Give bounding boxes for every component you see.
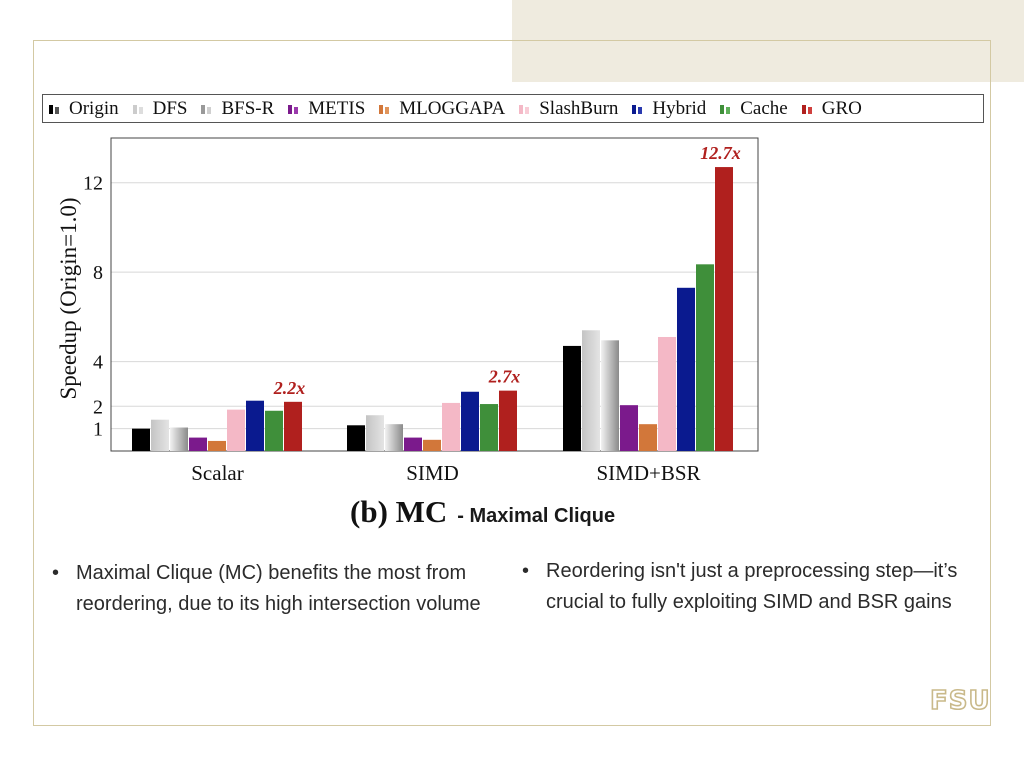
bar-mloggapa bbox=[208, 440, 226, 451]
y-tick-label: 2 bbox=[93, 396, 103, 418]
legend-swatch bbox=[201, 104, 212, 114]
legend-swatch bbox=[519, 104, 530, 114]
bar-dfs bbox=[366, 415, 384, 451]
bar-mloggapa bbox=[639, 424, 657, 451]
bar-cache bbox=[480, 404, 498, 451]
bar-dfs bbox=[582, 330, 600, 451]
bar-mloggapa bbox=[423, 439, 441, 451]
bar-origin bbox=[132, 428, 150, 451]
slide-frame bbox=[33, 40, 991, 726]
legend-swatch bbox=[288, 104, 299, 114]
x-tick-label: SIMD bbox=[406, 461, 459, 485]
bar-gro bbox=[284, 401, 302, 451]
bar-metis bbox=[620, 405, 638, 451]
bar-slashburn bbox=[227, 409, 245, 451]
bar-bfs-r bbox=[170, 427, 188, 451]
annotation-label: 12.7x bbox=[700, 143, 741, 163]
legend-item-dfs: DFS bbox=[132, 97, 188, 120]
corner-shade bbox=[512, 0, 1024, 82]
bar-metis bbox=[189, 437, 207, 451]
legend-item-origin: Origin bbox=[49, 98, 119, 120]
caption-subtitle: - Maximal Clique bbox=[457, 505, 616, 527]
x-tick-label: SIMD+BSR bbox=[596, 461, 700, 485]
legend-swatch bbox=[132, 104, 143, 114]
y-axis-label: Speedup (Origin=1.0) bbox=[56, 197, 81, 399]
legend-item-gro: GRO bbox=[801, 97, 862, 120]
bar-bfs-r bbox=[601, 340, 619, 451]
y-tick-label: 1 bbox=[93, 419, 103, 441]
bar-cache bbox=[696, 264, 714, 451]
bar-gro bbox=[715, 167, 733, 452]
x-tick-label: Scalar bbox=[191, 461, 243, 485]
bar-dfs bbox=[151, 419, 169, 451]
fsu-logo: FSU bbox=[929, 685, 991, 717]
bar-hybrid bbox=[246, 400, 264, 451]
bullet-text-left: Maximal Clique (MC) benefits the most fr… bbox=[76, 562, 481, 615]
legend-label: Cache bbox=[740, 97, 788, 119]
legend-item-hybrid: Hybrid bbox=[632, 98, 706, 120]
bar-cache bbox=[265, 410, 283, 451]
bullet-marker: • bbox=[522, 560, 530, 582]
legend-label: SlashBurn bbox=[539, 97, 619, 119]
legend-item-bfs-r: BFS-R bbox=[201, 98, 274, 120]
plot-area bbox=[111, 138, 758, 451]
bar-slashburn bbox=[442, 402, 460, 451]
legend-item-cache: Cache bbox=[720, 97, 788, 120]
bar-slashburn bbox=[658, 336, 676, 451]
legend-label: GRO bbox=[821, 97, 862, 119]
legend-label: DFS bbox=[152, 97, 188, 119]
bar-origin bbox=[563, 345, 581, 451]
caption-title: (b) MC bbox=[350, 494, 448, 529]
legend-label: Origin bbox=[69, 97, 119, 119]
legend-swatch bbox=[632, 104, 643, 114]
legend-item-metis: METIS bbox=[288, 98, 365, 120]
legend-swatch bbox=[49, 104, 59, 114]
legend-label: Hybrid bbox=[652, 97, 707, 119]
bar-metis bbox=[404, 437, 422, 451]
bar-bfs-r bbox=[385, 424, 403, 451]
annotation-label: 2.2x bbox=[273, 378, 306, 398]
legend-swatch bbox=[801, 104, 812, 114]
annotation-label: 2.7x bbox=[488, 367, 521, 387]
legend-label: METIS bbox=[308, 97, 366, 119]
y-tick-label: 12 bbox=[83, 173, 103, 195]
legend-swatch bbox=[379, 104, 390, 114]
bar-gro bbox=[499, 390, 517, 451]
bar-hybrid bbox=[677, 287, 695, 451]
y-tick-label: 8 bbox=[93, 262, 103, 284]
bullet-point-left: • Maximal Clique (MC) benefits the most … bbox=[52, 558, 492, 620]
figure-caption: (b) MC - Maximal Clique bbox=[350, 494, 615, 538]
legend-item-mloggapa: MLOGGAPA bbox=[379, 98, 505, 120]
legend-label: BFS-R bbox=[221, 97, 275, 119]
legend-label: MLOGGAPA bbox=[399, 97, 506, 119]
y-tick-label: 4 bbox=[93, 352, 103, 374]
bar-origin bbox=[347, 425, 365, 451]
bullet-text-right: Reordering isn't just a preprocessing st… bbox=[546, 560, 958, 613]
legend-swatch bbox=[720, 104, 731, 114]
legend-item-slashburn: SlashBurn bbox=[519, 98, 618, 120]
bar-hybrid bbox=[461, 391, 479, 451]
chart-legend: Origin DFS BFS-R METIS MLOGGAPA SlashBurn Hybr… bbox=[42, 94, 984, 123]
bullet-marker: • bbox=[52, 562, 60, 584]
bullet-point-right: • Reordering isn't just a preprocessing … bbox=[522, 556, 962, 618]
